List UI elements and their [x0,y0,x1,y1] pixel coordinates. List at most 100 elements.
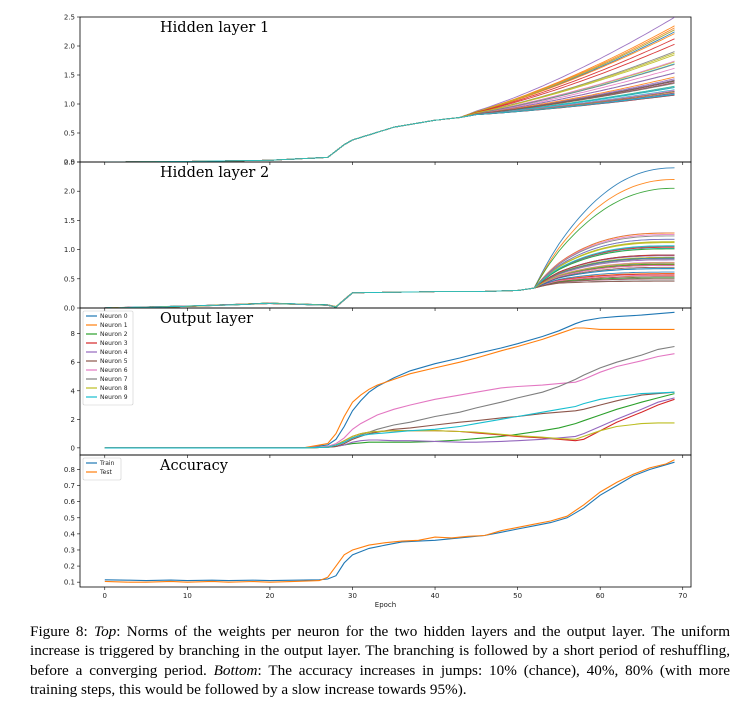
weight-norm-line [104,263,675,308]
panel-frame [79,161,692,309]
caption-top-word: Top [94,623,117,640]
series-group [104,459,675,583]
weight-norm-line [104,72,675,162]
caption-top-text: : Norms of the weights per neuron for th… [30,623,731,679]
y-tick-label: 0.6 [64,498,76,506]
y-tick-label: 6 [71,359,76,367]
y-tick-label: 8 [71,330,75,338]
figure: 0.0 0.5 1.0 1.5 2.0 2.5 Hidden layer 1 0.0 0.5 1.… [64,14,692,609]
y-tick-label: 1.0 [64,246,75,254]
y-tick-label: 2.0 [64,188,75,196]
series-line-1 [104,461,675,582]
series-group [104,167,675,308]
y-tick-label: 1.5 [64,217,75,225]
weight-norm-line [104,266,675,308]
weight-norm-line [104,268,675,308]
weight-norm-line [104,80,675,162]
weight-norm-line [104,76,675,162]
legend-label: Neuron 1 [100,322,128,329]
y-tick-label: 1.0 [64,101,75,109]
y-tick-label: 0 [71,444,75,452]
weight-norm-line [104,93,675,162]
weight-norm-line [104,60,675,162]
y-tick-label: 0.4 [64,530,76,538]
x-tick-label: 30 [348,592,357,600]
y-tick-label: 2 [71,416,75,424]
y-tick-label: 4 [71,387,76,395]
legend-label: Neuron 8 [100,385,128,392]
weight-norm-line [104,238,675,308]
weight-norm-line [104,278,675,308]
legend-label: Neuron 3 [100,340,128,347]
y-tick-label: 0.5 [64,130,75,138]
weight-norm-line [104,263,675,308]
series-line-10 [104,391,675,449]
weight-norm-line [104,82,675,162]
caption-bottom-text: : The accuracy increases in jumps: 10% (… [30,661,731,699]
panel-2: 0.0 0.5 1.0 1.5 2.0 2.5 Hidden layer 2 [64,159,692,313]
y-tick-label: 1.5 [64,72,75,80]
legend: Neuron 0 Neuron 1 Neuron 2 Neuron 3 Neuron 4… [82,310,134,406]
panel-1: 0.0 0.5 1.0 1.5 2.0 2.5 Hidden layer 1 [64,14,692,167]
figure-caption: Figure 8: Top: Norms of the weights per … [30,622,730,700]
weight-norm-line [104,25,675,162]
legend-label: Neuron 6 [100,367,128,374]
legend-label: Neuron 7 [100,376,128,383]
panel-3: 0 2 4 6 8 Output layer Neuron 0 Neuron 1 Neuron … [71,307,692,458]
legend-label: Neuron 0 [100,313,128,320]
panel-title: Hidden layer 2 [160,165,269,181]
y-tick-label: 2.5 [64,14,75,22]
weight-norm-line [104,280,675,308]
legend-label: Neuron 9 [100,394,128,401]
weight-norm-line [104,79,675,162]
panel-title: Accuracy [159,458,229,474]
y-tick-label: 0.1 [64,579,75,587]
weight-norm-line [104,27,675,162]
panel-frame [79,454,692,588]
series-group [104,17,675,162]
x-tick-label: 10 [183,592,192,600]
weight-norm-line [104,280,675,308]
panel-title: Output layer [160,311,253,327]
weight-norm-line [104,63,675,162]
weight-norm-line [104,167,675,308]
y-tick-label: 0.0 [64,159,75,167]
weight-norm-line [104,72,675,162]
y-tick-label: 0.5 [64,275,75,283]
y-tick-label: 0.2 [64,563,75,571]
weight-norm-line [104,81,675,162]
y-tick-label: 0.7 [64,482,75,490]
x-axis-label: Epoch [375,601,396,609]
series-line-7 [104,353,675,449]
figure-svg: 0.0 0.5 1.0 1.5 2.0 2.5 Hidden layer 1 0.0 0.5 1.… [64,14,692,609]
weight-norm-line [104,17,675,162]
x-tick-label: 40 [431,592,440,600]
caption-label: Figure 8: [30,623,88,640]
x-tick-label: 50 [513,592,522,600]
weight-norm-line [104,268,675,308]
weight-norm-line [104,245,675,308]
x-tick-label: 20 [265,592,274,600]
weight-norm-line [104,79,675,162]
series-group [104,311,675,449]
y-tick-label: 0.5 [64,514,75,522]
panel-title: Hidden layer 1 [160,20,269,36]
series-line-6 [104,391,675,449]
legend-label: Neuron 4 [100,349,128,356]
x-tick-label: 0 [103,592,107,600]
y-tick-label: 0.8 [64,466,75,474]
caption-bottom-word: Bottom [213,661,258,679]
y-tick-label: 2.5 [64,159,75,167]
y-tick-label: 2.0 [64,43,75,51]
series-line-2 [104,327,675,449]
legend-label: Train [99,460,115,467]
legend-label: Test [99,469,112,476]
weight-norm-line [104,179,675,308]
legend: Train Test [82,457,122,481]
series-line-1 [104,311,675,449]
y-tick-label: 0.0 [64,305,75,313]
series-line-5 [104,397,675,449]
x-tick-label: 60 [596,592,605,600]
weight-norm-line [104,61,675,162]
y-tick-label: 0.3 [64,546,75,554]
